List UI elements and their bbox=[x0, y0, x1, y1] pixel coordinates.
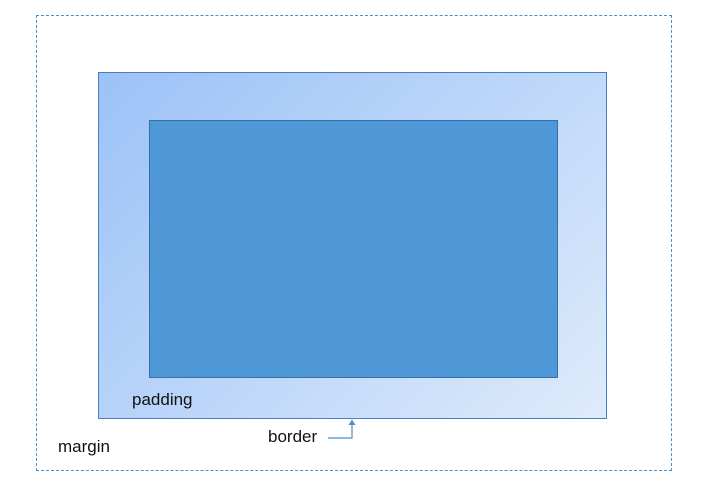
border-label: border bbox=[268, 427, 318, 446]
margin-label: margin bbox=[58, 437, 110, 456]
margin-box bbox=[36, 15, 672, 471]
border-pointer-arrow bbox=[328, 419, 356, 439]
padding-label: padding bbox=[132, 390, 193, 409]
content-box bbox=[149, 120, 558, 378]
